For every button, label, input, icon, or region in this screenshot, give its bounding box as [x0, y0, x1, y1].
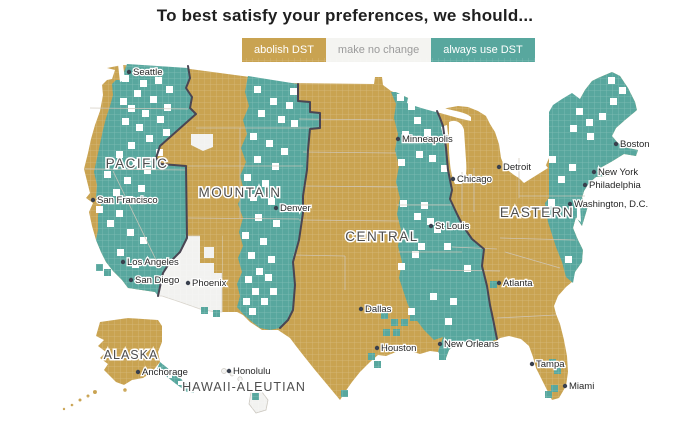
city-dot [374, 345, 380, 351]
timezone-labels: PACIFIC MOUNTAIN CENTRAL EASTERN ALASKA HAWAI… [102, 155, 574, 396]
city-label: Philadelphia [589, 180, 641, 191]
city-dot [226, 368, 232, 374]
city-label: Washington, D.C. [574, 199, 648, 210]
city-label: Los Angeles [127, 257, 179, 268]
city-dot [358, 306, 364, 312]
city-dot [450, 176, 456, 182]
city-label: New Orleans [444, 339, 499, 350]
city-markers: Seattle San Francisco Los Angeles San Diego… [90, 66, 651, 393]
city-label: Houston [381, 343, 416, 354]
city-label: Seattle [133, 67, 163, 78]
city-dot [120, 259, 126, 265]
city-label: Anchorage [142, 367, 188, 378]
city-label: Denver [280, 203, 311, 214]
city-label: San Francisco [97, 195, 158, 206]
city-dot [128, 277, 134, 283]
city-dot [395, 136, 401, 142]
timezone-boundaries [155, 65, 498, 340]
city-dot [496, 280, 502, 286]
grid-texture-overlay [55, 58, 655, 420]
page-title: To best satisfy your preferences, we sho… [156, 6, 534, 25]
city-dot [582, 182, 588, 188]
city-label: San Diego [135, 275, 179, 286]
pacific-mountain-boundary [155, 65, 197, 297]
city-dot [562, 383, 568, 389]
city-dot [529, 361, 535, 367]
state-boundaries [84, 107, 585, 319]
city-dot [496, 164, 502, 170]
city-dot [567, 201, 573, 207]
city-dot [613, 141, 619, 147]
city-dot [437, 341, 443, 347]
central-eastern-boundary [436, 110, 498, 340]
city-label: Chicago [457, 174, 492, 185]
city-label: Miami [569, 381, 594, 392]
city-dot [428, 223, 434, 229]
city-label: Honolulu [233, 366, 271, 377]
city-label: Dallas [365, 304, 392, 315]
zone-label-alaska: ALASKA [104, 348, 159, 362]
city-dot [273, 205, 279, 211]
city-dot [90, 197, 96, 203]
zone-label-mountain: MOUNTAIN [199, 185, 282, 200]
city-dot [135, 369, 141, 375]
city-dot [185, 280, 191, 286]
mountain-central-boundary [279, 83, 321, 329]
city-label: New York [598, 167, 638, 178]
city-dot [126, 69, 132, 75]
city-label: Tampa [536, 359, 565, 370]
zone-label-central: CENTRAL [345, 229, 419, 244]
city-label: Atlanta [503, 278, 533, 289]
city-dot [591, 169, 597, 175]
city-label: Boston [620, 139, 650, 150]
city-label: Phoenix [192, 278, 227, 289]
city-label: St Louis [435, 221, 470, 232]
zone-label-pacific: PACIFIC [106, 156, 169, 171]
city-label: Detroit [503, 162, 531, 173]
zone-label-hawaii-aleutian: HAWAII-ALEUTIAN [182, 380, 306, 394]
zone-label-eastern: EASTERN [500, 205, 574, 220]
city-label: Minneapolis [402, 134, 453, 145]
